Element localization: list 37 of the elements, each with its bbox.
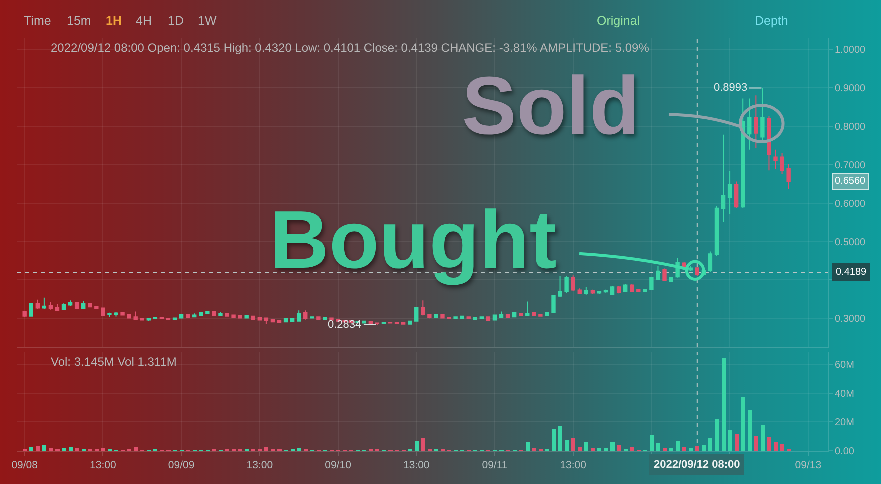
y-tick-label: 1.0000 [835,45,866,56]
y-tick-label: 40M [835,388,854,400]
y-tick-label: 0.00 [835,446,855,458]
x-tick-label: 09/08 [12,460,38,472]
annotation: 0.2834 [328,319,362,331]
x-tick-label: 09/10 [325,460,352,472]
text: 0.6560 [835,176,866,187]
text: 4H [136,14,152,28]
annotation: Sold [462,61,640,152]
y-tick-label: 60M [835,360,854,372]
y-tick-label: 0.6000 [835,198,866,210]
x-tick-label: 13:00 [560,460,587,472]
annotation: Bought [270,195,557,286]
y-tick-label: 0.8000 [835,122,866,133]
y-tick-label: 0.3000 [835,314,866,326]
x-tick-label: 09/11 [482,460,508,472]
text: 15m [67,14,92,28]
x-tick-label: 09/13 [795,460,822,472]
x-tick-label: 13:00 [246,460,274,472]
annotation: 0.8993 [714,82,748,94]
text: Original [597,14,640,28]
text: 1D [168,14,184,28]
x-tick-label: 13:00 [403,460,430,472]
annotation: 2022/09/12 08:00 Open: 0.4315 High: 0.4320 Low: 0.4101 Close: 0.4139 CHANGE: -3.81% AMPLITUDE: 5.09% [51,41,650,55]
ref-line-label: 2022/09/12 08:00 [654,459,740,471]
y-tick-label: 0.9000 [835,83,866,94]
annotation: Vol: 3.145M Vol 1.311M [51,355,177,369]
x-tick-label: 13:00 [90,460,116,472]
text: Depth [755,14,788,28]
text: Time [24,14,52,28]
ref-line-label: 0.4189 [836,267,868,278]
x-tick-label: 09/09 [168,460,195,472]
text: 1H [106,14,122,28]
y-tick-label: 20M [835,418,854,429]
y-tick-label: 0.7000 [835,160,866,172]
text: 1W [198,14,217,28]
y-tick-label: 0.5000 [835,237,866,248]
